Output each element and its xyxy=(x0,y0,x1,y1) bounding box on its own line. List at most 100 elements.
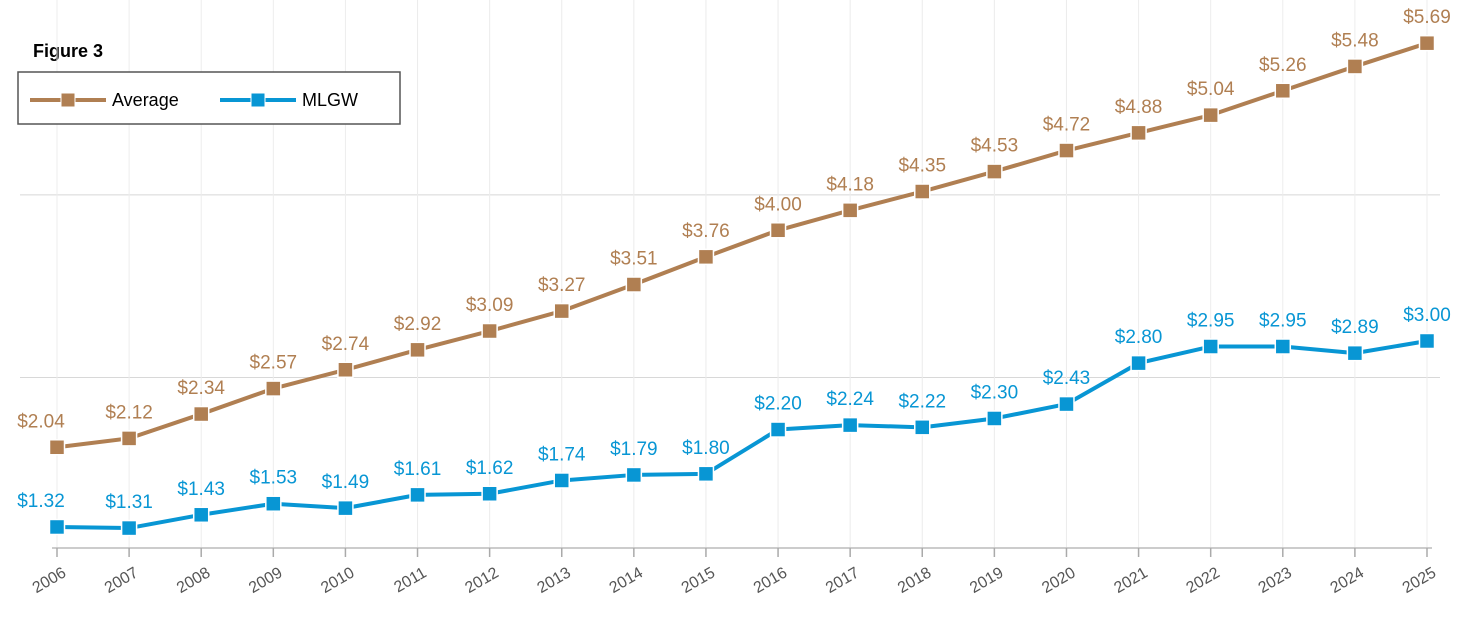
x-tick-label: 2018 xyxy=(895,564,934,597)
series-line xyxy=(56,41,1428,450)
data-label: $1.49 xyxy=(322,472,370,493)
data-label: $4.72 xyxy=(1043,115,1091,136)
legend-label: Average xyxy=(112,90,179,110)
point-marker xyxy=(1130,124,1147,142)
x-tick-label: 2016 xyxy=(751,564,790,597)
x-tick-label: 2025 xyxy=(1400,564,1439,597)
chart-title: Figure 3 xyxy=(33,41,103,61)
data-label: $5.26 xyxy=(1259,55,1307,76)
point-marker xyxy=(769,421,787,438)
point-marker xyxy=(409,486,426,504)
point-marker xyxy=(841,416,859,434)
point-marker xyxy=(265,495,282,512)
data-label: $2.57 xyxy=(250,353,298,374)
data-label: $1.31 xyxy=(105,492,153,513)
point-marker xyxy=(1346,58,1364,75)
point-marker xyxy=(914,183,931,200)
x-tick-label: 2008 xyxy=(174,564,213,597)
point-marker xyxy=(337,361,354,379)
point-marker xyxy=(1130,354,1147,372)
point-marker xyxy=(625,466,643,484)
legend-marker xyxy=(60,92,76,108)
data-label: $3.09 xyxy=(466,295,514,316)
point-marker xyxy=(914,419,931,436)
data-label: $2.80 xyxy=(1115,327,1163,348)
data-label: $4.35 xyxy=(898,156,946,177)
point-marker xyxy=(265,380,282,397)
x-tick-label: 2019 xyxy=(967,564,1006,597)
data-label: $1.62 xyxy=(466,458,514,479)
data-label: $2.92 xyxy=(394,314,442,335)
data-label: $2.89 xyxy=(1331,317,1379,338)
point-marker xyxy=(1274,82,1292,100)
data-label: $2.22 xyxy=(898,391,946,412)
x-tick-label: 2006 xyxy=(30,564,69,597)
data-label: $2.20 xyxy=(754,394,802,415)
point-marker xyxy=(1058,142,1075,159)
legend-item: Average xyxy=(30,90,179,110)
x-tick-label: 2020 xyxy=(1039,564,1078,597)
point-marker xyxy=(409,341,426,359)
point-marker xyxy=(697,465,715,483)
point-marker xyxy=(120,519,138,537)
point-marker xyxy=(192,405,210,423)
data-label: $4.88 xyxy=(1115,97,1163,118)
data-label: $2.74 xyxy=(322,334,370,355)
point-marker xyxy=(986,410,1003,427)
legend-marker xyxy=(250,92,266,108)
point-marker xyxy=(192,506,210,524)
data-label: $5.69 xyxy=(1403,7,1451,28)
data-label: $5.48 xyxy=(1331,30,1379,51)
x-tick-label: 2009 xyxy=(246,564,285,597)
point-marker xyxy=(553,302,570,320)
x-tick-label: 2014 xyxy=(607,564,646,597)
x-tick-label: 2017 xyxy=(823,564,862,597)
data-label: $2.04 xyxy=(17,411,65,432)
data-label: $3.76 xyxy=(682,221,730,242)
data-label: $1.32 xyxy=(17,491,65,512)
point-marker xyxy=(481,322,498,340)
point-marker xyxy=(481,485,498,503)
point-marker xyxy=(841,202,859,219)
series-line xyxy=(56,339,1428,531)
point-marker xyxy=(1418,34,1436,52)
point-marker xyxy=(1274,338,1292,355)
x-tick-label: 2010 xyxy=(318,564,357,597)
point-marker xyxy=(120,430,138,447)
data-label: $4.53 xyxy=(971,136,1019,157)
point-marker xyxy=(1202,338,1219,355)
data-label: $1.80 xyxy=(682,438,730,459)
point-marker xyxy=(1058,395,1075,413)
data-label: $2.34 xyxy=(177,378,225,399)
point-marker xyxy=(1418,332,1436,350)
data-label: $1.79 xyxy=(610,439,658,460)
point-marker xyxy=(986,163,1003,180)
point-marker xyxy=(337,499,354,517)
x-tick-label: 2013 xyxy=(535,564,574,597)
x-tick-label: 2023 xyxy=(1256,564,1295,597)
data-label: $3.51 xyxy=(610,249,658,270)
data-label: $4.00 xyxy=(754,194,802,215)
data-label: $3.00 xyxy=(1403,305,1451,326)
data-label: $2.24 xyxy=(826,389,874,410)
data-label: $2.12 xyxy=(105,402,153,423)
x-tick-label: 2012 xyxy=(462,564,501,597)
x-tick-label: 2022 xyxy=(1183,564,1222,597)
x-tick-label: 2015 xyxy=(679,564,718,597)
data-label: $2.95 xyxy=(1259,311,1307,332)
point-marker xyxy=(625,276,643,293)
x-tick-label: 2011 xyxy=(391,564,429,596)
data-label: $2.43 xyxy=(1043,368,1091,389)
data-label: $3.27 xyxy=(538,275,586,296)
point-marker xyxy=(1202,106,1219,124)
point-marker xyxy=(769,222,787,239)
data-label: $4.18 xyxy=(826,174,874,195)
x-tick-label: 2021 xyxy=(1111,564,1150,597)
point-marker xyxy=(1346,344,1364,362)
data-label: $1.61 xyxy=(394,459,442,480)
legend-item: MLGW xyxy=(220,90,358,110)
point-marker xyxy=(553,472,570,489)
legend-label: MLGW xyxy=(302,90,358,110)
